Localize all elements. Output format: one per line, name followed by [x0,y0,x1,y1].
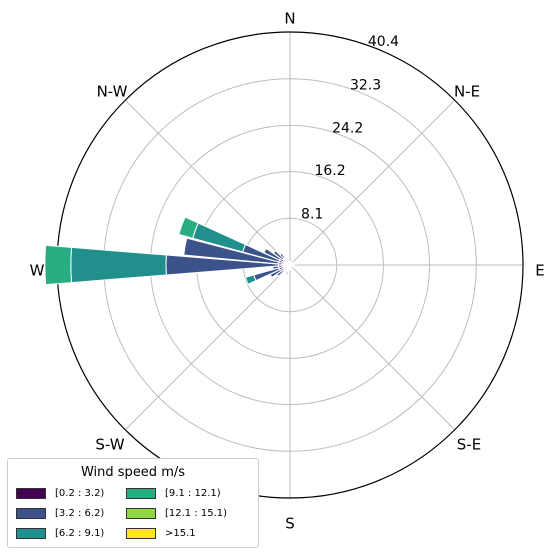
legend-label: [9.1 : 12.1) [165,487,221,499]
radial-tick-label: 24.2 [332,121,363,137]
legend-swatch [16,507,46,519]
radial-tick-label: 32.3 [350,77,381,93]
chart-labels: N N-E E S-E S S-W W N-W 8.1 16.2 24.2 32.3 40.4 [30,10,545,533]
wind-bar-segment [289,261,295,266]
legend-swatch [126,527,156,539]
legend-item: [9.1 : 12.1) [126,486,221,500]
direction-label: W [30,262,45,280]
direction-label: N [284,10,295,28]
legend-label: [3.2 : 6.2) [55,507,105,519]
wind-bar-segment [289,264,296,266]
wind-bar-segment [289,264,292,269]
legend-label: [12.1 : 15.1) [165,507,228,519]
direction-label: N-E [454,83,480,101]
legend-swatch [16,487,46,499]
direction-label: S-E [457,436,481,454]
direction-label: S [285,515,295,533]
grid-spoke [124,264,291,431]
grid-spoke [289,99,456,266]
direction-label: E [535,262,544,280]
grid-spoke [124,99,291,266]
wind-bar-segment [285,269,290,276]
wind-bar-segment [178,216,199,239]
legend-item: [12.1 : 15.1) [126,506,227,520]
wind-bar-segment [244,274,257,285]
wind-bar-segment [279,252,286,260]
grid-spoke [289,264,456,431]
direction-label: S-W [95,436,124,454]
legend-label: [6.2 : 9.1) [55,527,105,539]
legend-swatch [126,507,156,519]
legend-item: [0.2 : 3.2) [16,486,104,500]
radial-tick-label: 16.2 [314,163,345,179]
wind-bar-segment [44,244,73,286]
legend-item: >15.1 [126,526,196,540]
radial-tick-label: 40.4 [368,34,399,50]
legend-label: [0.2 : 3.2) [55,487,105,499]
wind-bar-segment [283,268,288,273]
legend-title: Wind speed m/s [80,465,186,480]
direction-label: N-W [97,83,128,101]
legend-label: >15.1 [165,527,196,539]
legend: Wind speed m/s [0.2 : 3.2) [3.2 : 6.2) [… [7,458,259,548]
legend-swatch [126,487,156,499]
wind-bar-segment [289,264,294,268]
legend-swatch [16,527,46,539]
wind-bar-segment [70,246,167,284]
wind-bars [44,216,296,286]
radial-tick-label: 8.1 [301,206,323,222]
legend-item: [6.2 : 9.1) [16,526,104,540]
wind-bar-segment [289,261,292,266]
legend-item: [3.2 : 6.2) [16,506,104,520]
